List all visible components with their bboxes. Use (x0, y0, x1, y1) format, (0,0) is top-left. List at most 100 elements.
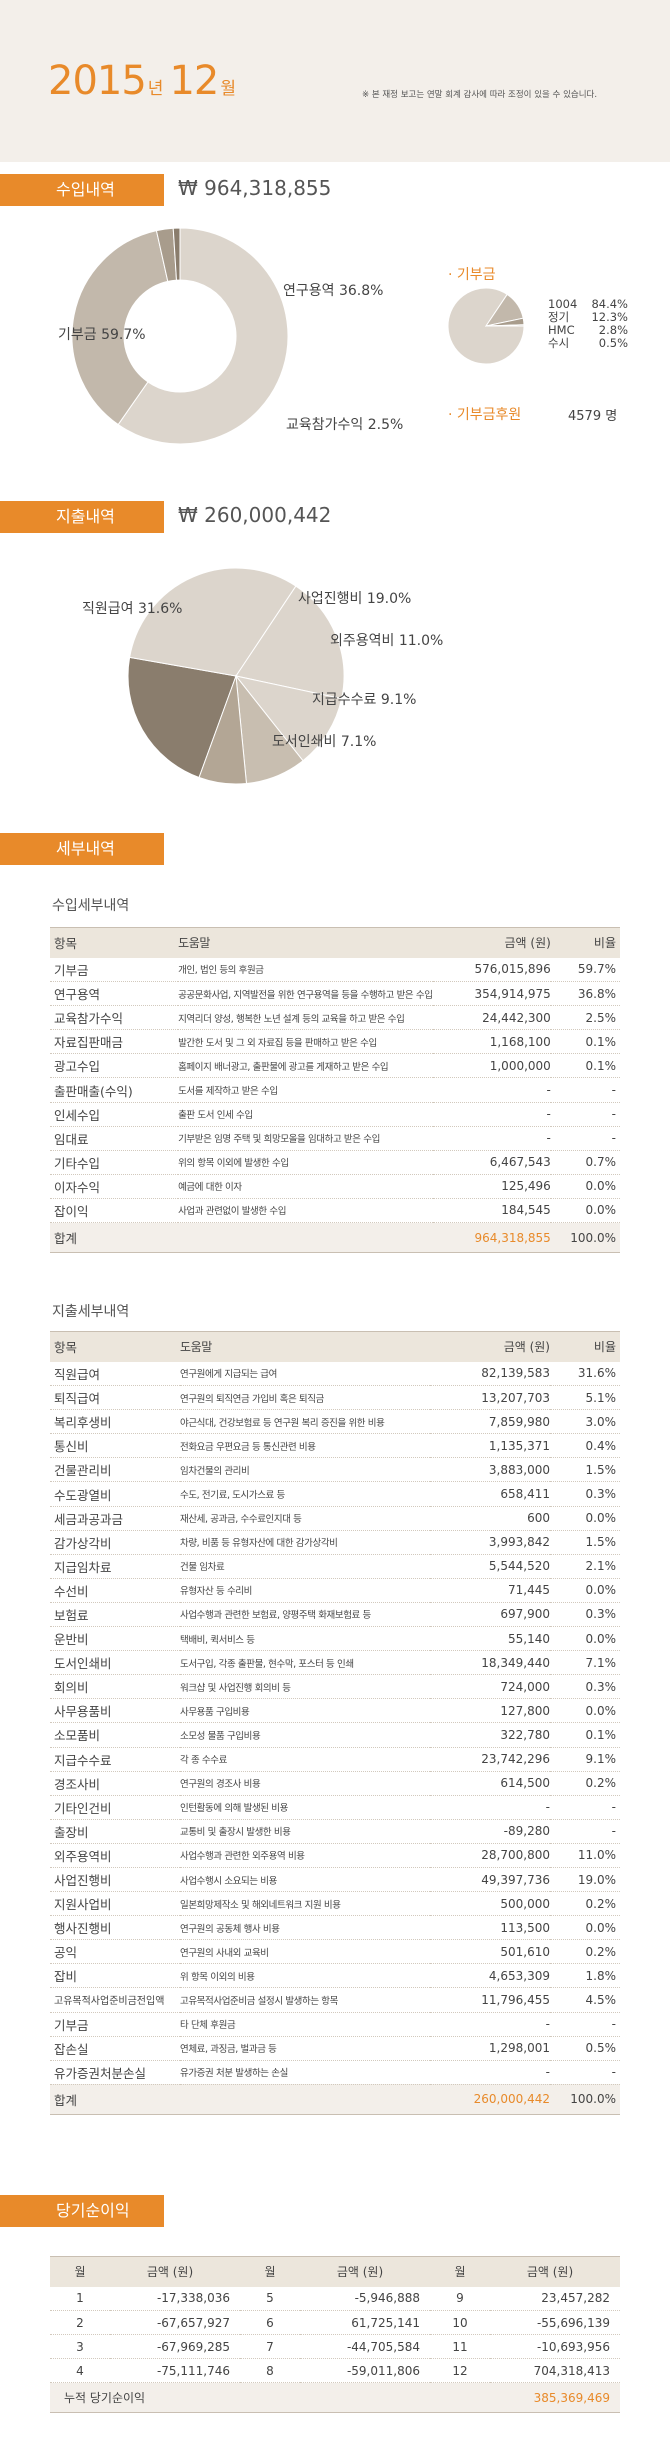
net-income-tab: 당기순이익 (0, 2195, 164, 2227)
row-item: 사업진행비 (50, 1867, 180, 1893)
row-ratio: - (550, 2012, 620, 2037)
row-amount: 82,139,583 (430, 1361, 550, 1387)
row-ratio: - (550, 1819, 620, 1844)
row-desc: 건물 임차료 (180, 1554, 430, 1579)
row-ratio: 0.2% (550, 1939, 620, 1965)
row-desc: 인턴활동에 의해 발생된 비용 (180, 1795, 430, 1820)
row-ratio: 0.0% (550, 1506, 620, 1531)
row-desc: 사업수행과 관련한 보험료, 양평주택 화재보험료 등 (180, 1602, 430, 1628)
row-amount: 28,700,800 (430, 1843, 550, 1868)
row-amount: 354,914,975 (432, 981, 551, 1007)
table-row: 연구용역 공공문화사업, 지역발전을 위한 연구용역을 등을 수행하고 받은 수입… (50, 981, 620, 1007)
row-item: 잡비 (50, 1963, 180, 1989)
row-amount: 4,653,309 (430, 1963, 550, 1989)
donation-item-name: 정기 (548, 310, 570, 324)
table-row: 교육참가수익 지역리더 양성, 행복한 노년 설계 등의 교육을 하고 받은 수입… (50, 1005, 620, 1031)
table-row: 광고수입 홈페이지 배너광고, 출판물에 광고를 게재하고 받은 수입 1,000,… (50, 1053, 620, 1079)
row-item: 수도광열비 (50, 1481, 180, 1507)
table-row: 지원사업비 일본희망제작소 및 해외네트워크 지원 비용 500,000 0.2% (50, 1891, 620, 1917)
row-ratio: 4.5% (550, 1987, 620, 2013)
row-desc: 연구원의 경조사 비용 (180, 1771, 430, 1796)
row-item: 합계 (50, 2084, 180, 2115)
row-month: 7 (240, 2334, 300, 2359)
header-amount: 금액 (원) (110, 2256, 240, 2287)
row-amount: 704,318,413 (490, 2358, 620, 2383)
row-item: 이자수익 (50, 1174, 179, 1199)
row-ratio: 3.0% (550, 1409, 620, 1435)
row-desc: 고유목적사업준비금 설정시 발생하는 항목 (180, 1987, 430, 2013)
row-amount: 1,168,100 (432, 1029, 551, 1055)
table-header: 항목 도움말 금액 (원) 비율 (50, 1331, 620, 1362)
row-desc: 유가증권 처분 발생하는 손실 (180, 2060, 430, 2085)
row-ratio: 1.5% (550, 1530, 620, 1555)
row-ratio: 2.1% (550, 1554, 620, 1579)
net-income-table: 월 금액 (원) 월 금액 (원) 월 금액 (원) 1 -17,338,036 5… (50, 2256, 620, 2413)
row-amount: 127,800 (430, 1698, 550, 1724)
row-desc: 연체료, 과징금, 벌과금 등 (180, 2036, 430, 2061)
row-desc: 일본희망제작소 및 해외네트워크 지원 비용 (180, 1891, 430, 1917)
table-row: 고유목적사업준비금전입액 고유목적사업준비금 설정시 발생하는 항목 11,796,… (50, 1987, 620, 2013)
row-item: 인세수입 (50, 1102, 179, 1127)
table-row: 회의비 워크샵 및 사업진행 회의비 등 724,000 0.3% (50, 1674, 620, 1700)
row-ratio: 0.0% (550, 1578, 620, 1603)
table-row: 감가상각비 차량, 비품 등 유형자산에 대한 감가상각비 3,993,842 1.5… (50, 1530, 620, 1555)
donation-pie-chart (447, 287, 525, 365)
report-year: 2015 (48, 58, 147, 104)
row-amount: 322,780 (430, 1722, 550, 1748)
row-desc: 차량, 비품 등 유형자산에 대한 감가상각비 (180, 1530, 430, 1555)
row-item: 임대료 (50, 1126, 179, 1151)
table-row: 3 -67,969,285 7 -44,705,584 11 -10,693,956 (50, 2334, 620, 2359)
row-ratio: 0.3% (550, 1481, 620, 1507)
header-item: 항목 (50, 1331, 180, 1362)
expense-slice-기타 (127, 656, 237, 779)
donation-breakdown-item: 수시 0.5% (548, 337, 628, 350)
report-header: 2015 년 12 월 ※ 본 재정 보고는 연말 회계 감사에 따라 조정이 있을 … (0, 0, 670, 162)
row-amount: -44,705,584 (300, 2334, 430, 2359)
header-month: 월 (240, 2256, 300, 2287)
income-slice-연구용역 (71, 230, 169, 426)
row-ratio: 0.0% (550, 1198, 620, 1224)
table-row: 2 -67,657,927 6 61,725,141 10 -55,696,139 (50, 2310, 620, 2335)
row-item: 지급수수료 (50, 1747, 180, 1772)
row-amount: 24,442,300 (432, 1005, 551, 1031)
row-item: 지급임차료 (50, 1554, 180, 1579)
row-amount: -17,338,036 (110, 2286, 240, 2311)
row-amount: 6,467,543 (432, 1150, 551, 1175)
table-row: 출장비 교통비 및 출장시 발생한 비용 -89,280- (50, 1819, 620, 1844)
row-amount: - (430, 2012, 550, 2037)
row-desc (180, 2084, 430, 2115)
row-amount: 23,457,282 (490, 2286, 620, 2311)
row-amount: 1,298,001 (430, 2036, 550, 2061)
row-ratio: 0.2% (550, 1771, 620, 1796)
row-item: 외주용역비 (50, 1843, 180, 1868)
table-row: 사업진행비 사업수행시 소요되는 비용 49,397,736 19.0% (50, 1867, 620, 1893)
table-row: 잡손실 연체료, 과징금, 벌과금 등 1,298,001 0.5% (50, 2036, 620, 2061)
row-month: 2 (50, 2310, 110, 2335)
donation-breakdown-list: 1004 84.4% 정기 12.3% HMC 2.8% 수시 0.5% (548, 298, 628, 350)
row-ratio: 1.5% (550, 1457, 620, 1483)
row-amount: 184,545 (432, 1198, 551, 1224)
row-amount: 500,000 (430, 1891, 550, 1917)
row-amount: - (432, 1077, 551, 1103)
table-row: 이자수익 예금에 대한 이자 125,496 0.0% (50, 1174, 620, 1199)
row-ratio: 7.1% (550, 1650, 620, 1676)
net-total-label: 누적 당기순이익 (50, 2382, 300, 2413)
row-desc: 사무용품 구입비용 (180, 1698, 430, 1724)
row-amount: 61,725,141 (300, 2310, 430, 2335)
row-desc: 연구원의 사내외 교육비 (180, 1939, 430, 1965)
donation-breakdown-item: 1004 84.4% (548, 298, 628, 311)
donation-item-pct: 12.3% (591, 310, 628, 324)
row-desc: 소모성 물품 구입비용 (180, 1722, 430, 1748)
row-desc: 워크샵 및 사업진행 회의비 등 (180, 1674, 430, 1700)
row-desc: 사업수행과 관련한 외주용역 비용 (180, 1843, 430, 1868)
income-label-research: 연구용역 36.8% (283, 283, 384, 299)
header-month: 월 (50, 2256, 110, 2287)
table-row: 통신비 전화요금 우편요금 등 통신관련 비용 1,135,371 0.4% (50, 1433, 620, 1459)
row-desc: 출판 도서 인세 수입 (178, 1102, 433, 1127)
donation-breakdown-item: HMC 2.8% (548, 324, 628, 337)
table-row: 행사진행비 연구원의 공동체 행사 비용 113,500 0.0% (50, 1915, 620, 1941)
income-tab: 수입내역 (0, 174, 164, 206)
table-row: 수도광열비 수도, 전기료, 도시가스료 등 658,411 0.3% (50, 1481, 620, 1507)
row-amount: 7,859,980 (430, 1409, 550, 1435)
row-ratio: 0.7% (550, 1150, 620, 1175)
